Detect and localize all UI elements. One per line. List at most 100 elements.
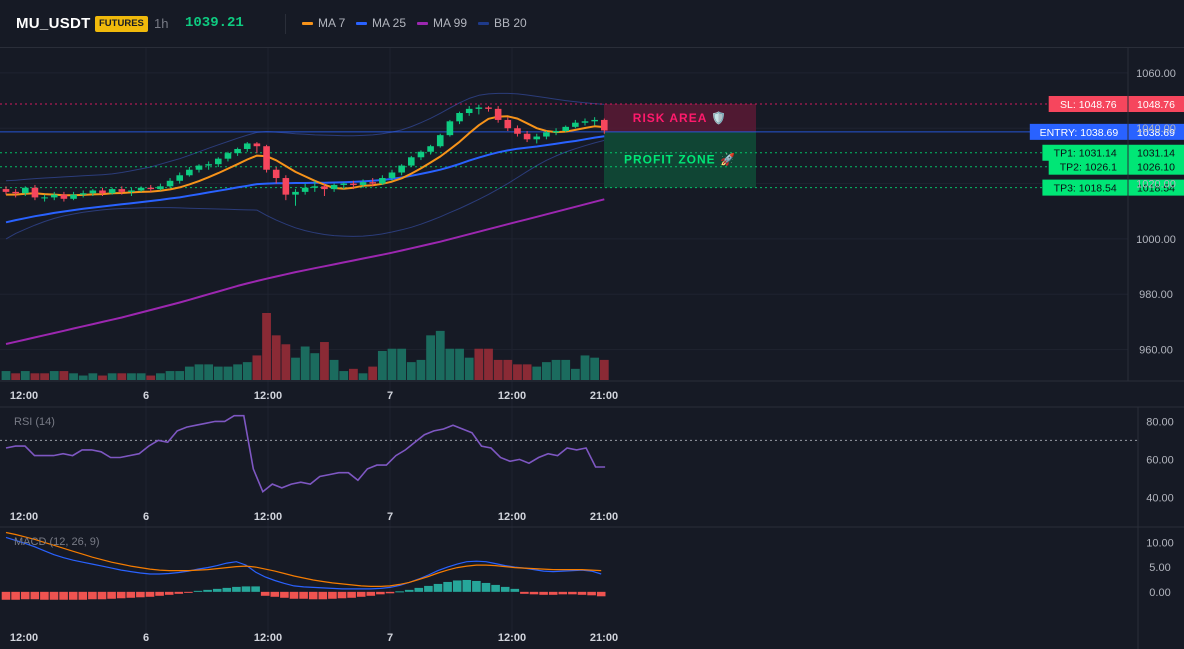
volume-bar: [78, 375, 88, 380]
legend-bb20-label: BB 20: [494, 16, 527, 30]
volume-bar: [599, 359, 609, 380]
volume-bar: [570, 368, 580, 380]
candle-body: [157, 186, 164, 190]
candle-body: [118, 189, 126, 192]
macd-histogram-bar: [558, 591, 568, 595]
macd-histogram-bar: [260, 591, 270, 596]
candle-body: [60, 194, 68, 199]
candlesticks[interactable]: [2, 104, 608, 206]
macd-histogram-bar: [49, 591, 59, 600]
candle-body: [70, 194, 77, 199]
price-tick-label: 1020.00: [1136, 179, 1176, 191]
price-tick-label: 1000.00: [1136, 234, 1176, 246]
profit-zone-label: PROFIT ZONE 🚀: [624, 153, 736, 167]
candle-body: [601, 119, 608, 131]
macd-histogram-bar: [414, 587, 424, 592]
candle-body: [22, 187, 29, 194]
macd-histogram-bar: [97, 591, 107, 600]
macd-histogram-bar: [347, 591, 356, 598]
volume-bar: [561, 359, 571, 380]
volume-bar: [493, 359, 503, 380]
tp1-tag-box: [1042, 144, 1128, 161]
macd-signal-line: [5, 531, 602, 588]
macd-histogram-bar: [328, 591, 337, 599]
candle-body: [195, 165, 203, 170]
volume-bar: [580, 355, 590, 380]
candle-body: [292, 191, 299, 195]
macd-histogram-bar: [289, 591, 299, 599]
volume-bar: [156, 373, 165, 380]
legend-ma7[interactable]: MA 7: [302, 16, 345, 30]
entry-axis-text: 1038.69: [1137, 127, 1175, 139]
candle-body: [166, 180, 174, 187]
legend-ma25-swatch: [356, 22, 367, 26]
grid-lines: [0, 48, 1128, 640]
volume-bar: [590, 357, 600, 380]
macd-histogram-bar: [164, 591, 174, 595]
candle-body: [456, 113, 463, 122]
macd-histogram-bar: [491, 584, 500, 592]
legend-ma25-label: MA 25: [372, 16, 407, 30]
entry-tag-box: [1029, 123, 1128, 140]
volume-bar: [271, 335, 281, 380]
volume-bar: [532, 366, 542, 380]
volume-bar: [136, 373, 146, 380]
volume-bar: [387, 348, 397, 380]
volume-bar: [11, 373, 21, 380]
entry-axis-box: [1128, 123, 1184, 140]
candle-body: [494, 108, 502, 120]
legend-ma99-swatch: [417, 22, 428, 26]
volume-bar: [397, 348, 407, 380]
macd-histogram-bar: [385, 591, 395, 594]
volume-bar: [233, 364, 242, 380]
candle-body: [2, 189, 10, 192]
macd-time-tick-label: 12:00: [498, 632, 526, 644]
macd-histogram-bar: [40, 591, 49, 600]
timeframe-label[interactable]: 1h: [154, 16, 169, 31]
volume-bar: [146, 375, 156, 380]
candle-body: [562, 126, 569, 131]
volume-bar: [40, 373, 49, 380]
legend-ma25[interactable]: MA 25: [356, 16, 406, 30]
candle-body: [41, 197, 48, 199]
price-tick-label: 1040.00: [1136, 123, 1176, 135]
macd-histogram-bar: [78, 591, 88, 600]
legend-bb20[interactable]: BB 20: [478, 16, 527, 30]
tp2-tag-box: [1048, 158, 1128, 175]
candle-body: [465, 108, 473, 114]
macd-histogram-bar: [318, 591, 328, 600]
volume-bar: [213, 366, 223, 380]
candle-body: [485, 107, 492, 109]
symbol-title[interactable]: MU_USDT: [16, 15, 91, 32]
macd-histogram-bar: [481, 582, 491, 592]
volume-bar: [435, 330, 445, 380]
volume-bar: [542, 362, 551, 380]
macd-histogram-bar: [184, 591, 193, 593]
macd-histogram-bar: [88, 591, 97, 600]
chart-canvas[interactable]: RISK AREA 🛡️ PROFIT ZONE 🚀 SL: 1048.76 104…: [0, 48, 1184, 649]
main-time-tick-label: 21:00: [590, 390, 618, 402]
volume-bar: [242, 362, 252, 380]
macd-histogram-bar: [116, 591, 126, 599]
macd-time-tick-label: 12:00: [254, 632, 282, 644]
legend-ma99[interactable]: MA 99: [417, 16, 467, 30]
macd-histogram-bar: [222, 587, 232, 592]
macd-histogram-bar: [280, 591, 289, 598]
candle-body: [533, 136, 541, 140]
bb-upper-line: [5, 92, 605, 182]
volume-bar: [426, 335, 435, 380]
macd-histogram-bar: [337, 591, 347, 599]
candle-body: [79, 193, 87, 195]
macd-histogram-bar: [241, 586, 251, 592]
macd-histogram-bar: [529, 591, 539, 595]
candle-body: [504, 119, 512, 129]
macd-histogram-bar: [145, 591, 155, 597]
volume-bar: [522, 364, 532, 380]
macd-histogram-bar: [376, 591, 385, 595]
macd-time-tick-label: 7: [387, 632, 393, 644]
candle-body: [137, 187, 145, 191]
volume-bar: [339, 371, 349, 380]
candle-body: [311, 186, 319, 188]
macd-histogram-bar: [136, 591, 145, 598]
volume-bar: [204, 364, 214, 380]
